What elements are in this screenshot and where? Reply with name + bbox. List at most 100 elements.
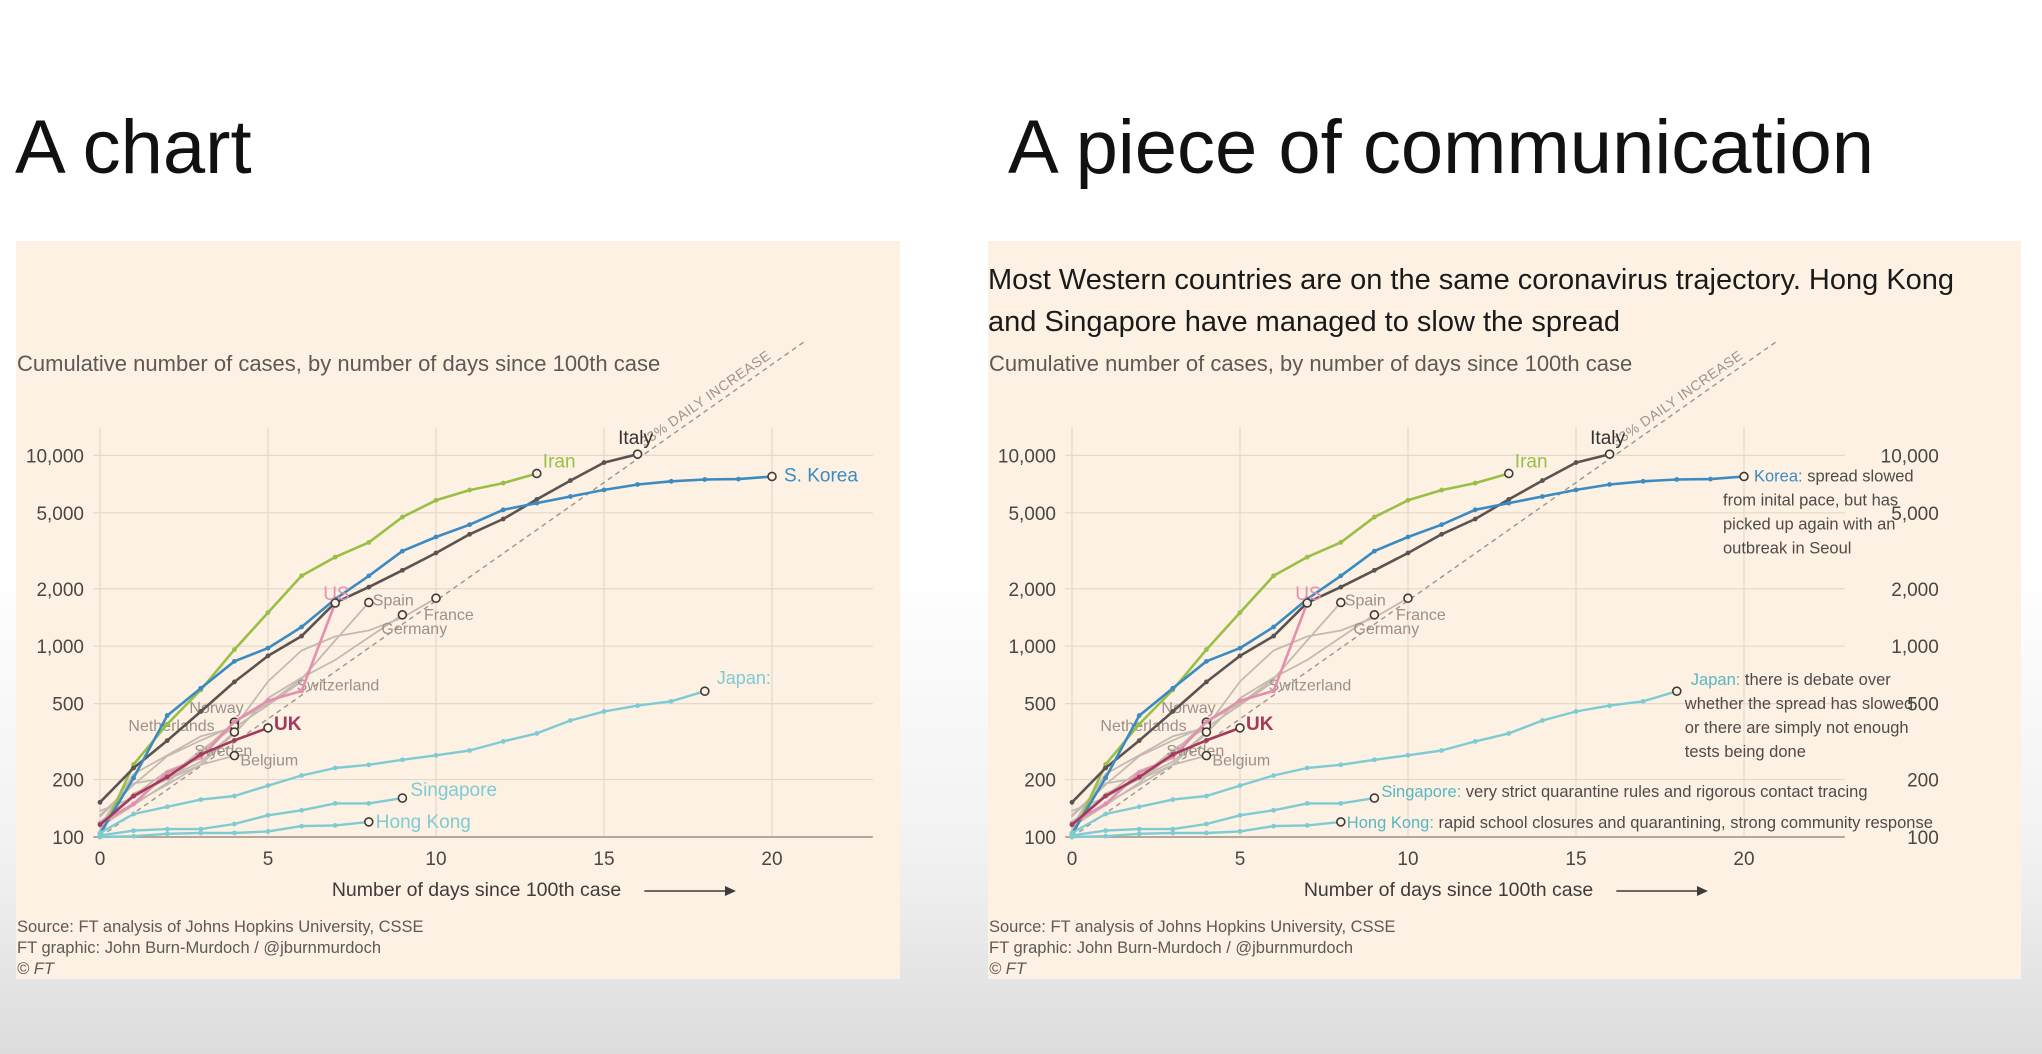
data-point-s-korea <box>1540 494 1545 499</box>
data-point-s-korea <box>1674 477 1680 482</box>
data-point-singapore <box>265 812 271 818</box>
series-label-france: France <box>1396 607 1446 624</box>
end-marker-spain <box>1335 597 1346 608</box>
data-point-iran <box>1338 539 1344 545</box>
series-label-spain: Spain <box>373 592 414 609</box>
data-point-japan <box>232 793 237 799</box>
data-point-japan <box>265 783 271 788</box>
data-point-uk <box>1069 822 1075 828</box>
data-point-japan <box>366 762 372 768</box>
data-point-uk <box>131 793 136 799</box>
annotation-japan-line: tests being done <box>1685 743 1806 761</box>
end-marker-belgium <box>1201 750 1212 761</box>
y-tick-label: 1,000 <box>1008 637 1056 658</box>
end-marker-s-korea <box>767 471 777 482</box>
series-label-us: US <box>1295 584 1321 605</box>
data-point-iran <box>1372 514 1377 520</box>
data-point-italy <box>198 709 204 714</box>
data-point-italy <box>500 516 506 522</box>
data-point-italy <box>1472 516 1478 522</box>
y-tick-label: 200 <box>1024 771 1056 792</box>
data-point-hong-kong <box>164 831 170 837</box>
series-line-norway <box>1071 721 1208 828</box>
y-tick-label: 100 <box>52 828 84 849</box>
annotation-singapore: Singapore: very strict quarantine rules … <box>1381 783 1867 801</box>
data-point-hong-kong <box>1103 833 1108 839</box>
series-label-belgium: Belgium <box>1212 753 1270 770</box>
data-point-s-korea <box>1237 645 1243 651</box>
data-point-singapore <box>198 826 204 832</box>
data-point-hong-kong <box>131 833 136 839</box>
data-point-s-korea <box>366 573 372 579</box>
end-marker-hong-kong <box>1335 817 1346 827</box>
source-line: Source: FT analysis of Johns Hopkins Uni… <box>17 918 424 936</box>
data-point-iran <box>500 480 506 486</box>
end-marker-italy <box>1604 449 1615 459</box>
y-tick-label: 2,000 <box>36 580 84 601</box>
series-label-netherlands: Netherlands <box>128 718 214 735</box>
data-point-s-korea <box>568 494 573 499</box>
end-marker-germany <box>1369 610 1380 620</box>
data-point-iran <box>1405 497 1411 503</box>
end-marker-italy <box>632 449 643 459</box>
series-line-uk <box>1070 726 1242 827</box>
end-marker-sweden <box>229 727 240 737</box>
data-point-s-korea <box>1170 685 1176 691</box>
data-point-italy <box>1506 497 1512 502</box>
data-point-italy <box>299 633 304 639</box>
data-point-s-korea <box>131 775 136 781</box>
data-point-iran <box>1439 487 1444 493</box>
data-point-s-korea <box>164 713 170 718</box>
data-point-hong-kong <box>1304 823 1310 828</box>
series-line-iran <box>1070 472 1511 839</box>
data-point-japan <box>1136 804 1142 810</box>
data-point-japan <box>1372 757 1377 763</box>
data-point-s-korea <box>467 522 472 528</box>
data-point-italy <box>1573 460 1579 465</box>
data-point-s-korea <box>1573 487 1579 493</box>
data-point-hong-kong <box>1069 834 1075 840</box>
series-line-iran <box>98 472 539 839</box>
data-point-s-korea <box>299 624 304 630</box>
y-tick-label: 2,000 <box>1008 580 1056 601</box>
right-slide-title: A piece of communication <box>1008 105 1875 190</box>
end-marker-us <box>1302 598 1313 608</box>
chart-left-svg: 100 200 500 1,000 2,000 5,000 10,000 0 5 10 15 20 Nu… <box>26 340 873 901</box>
chart-subtitle: Cumulative number of cases, by number of… <box>989 351 1633 376</box>
data-point-japan <box>1304 765 1310 771</box>
left-slide-title: A chart <box>15 105 252 190</box>
x-tick-label: 10 <box>1397 849 1418 870</box>
data-point-s-korea <box>1136 713 1142 718</box>
data-point-italy <box>265 653 271 659</box>
series-line-uk <box>98 726 270 827</box>
data-point-s-korea <box>668 478 674 484</box>
x-tick-label: 0 <box>1067 849 1078 870</box>
data-point-s-korea <box>1439 522 1444 528</box>
x-tick-label: 15 <box>1565 849 1586 870</box>
data-point-italy <box>1405 550 1411 556</box>
data-point-us <box>1271 688 1276 694</box>
end-marker-singapore <box>1369 793 1380 803</box>
y-tick-label: 100 <box>1024 828 1056 849</box>
data-point-s-korea <box>736 476 741 482</box>
x-tick-label: 15 <box>593 849 614 870</box>
data-point-italy <box>1136 738 1142 744</box>
series-label-netherlands: Netherlands <box>1100 718 1186 735</box>
data-point-singapore <box>1103 828 1108 834</box>
data-point-singapore <box>1136 826 1142 832</box>
series-label-germany: Germany <box>381 621 447 638</box>
data-point-s-korea <box>1338 573 1344 579</box>
credit-line: FT graphic: John Burn-Murdoch / @jburnmu… <box>989 939 1354 957</box>
data-point-japan <box>1405 752 1411 758</box>
series-label-us: US <box>323 584 349 605</box>
data-point-us <box>164 770 170 776</box>
data-point-singapore <box>1237 812 1243 818</box>
series-label-iran: Iran <box>1515 451 1548 472</box>
series-label-france: France <box>424 607 474 624</box>
data-point-singapore <box>332 801 338 806</box>
data-point-italy <box>1540 478 1545 483</box>
data-point-italy <box>1439 531 1444 537</box>
data-point-japan <box>164 804 170 810</box>
source-line: Source: FT analysis of Johns Hopkins Uni… <box>989 918 1396 936</box>
series-line-us <box>98 601 337 825</box>
